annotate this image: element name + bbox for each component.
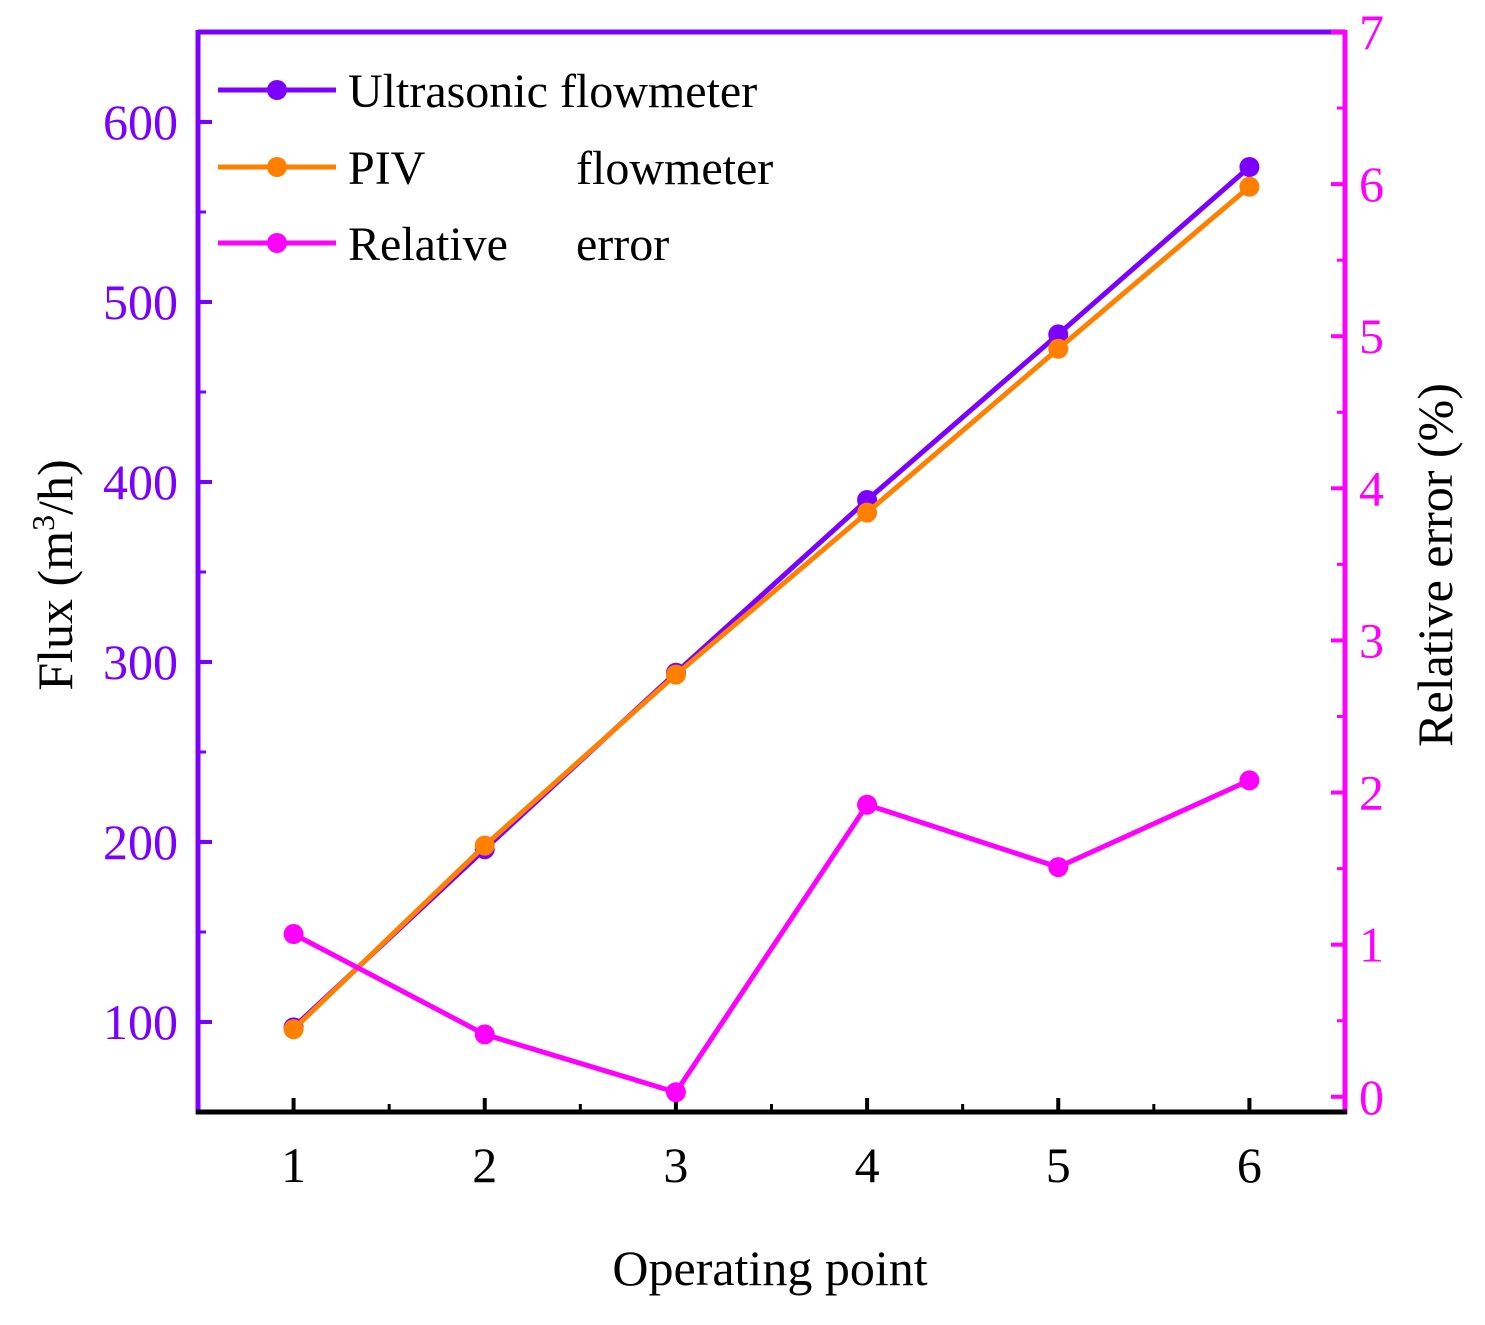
relative-error-point (1239, 770, 1260, 791)
piv-point (1239, 176, 1260, 197)
left-y-axis-title-superscript: 3 (25, 515, 61, 531)
left-axis-tick-label: 200 (103, 814, 178, 870)
left-y-axis-title-prefix: Flux (m (27, 531, 83, 691)
piv-point (665, 664, 686, 685)
legend-relative-error-marker (267, 233, 287, 253)
legend-piv-label: PIV (348, 142, 426, 195)
relative-error-point (857, 794, 878, 815)
relative-error-point (283, 924, 304, 945)
left-axis-tick-label: 600 (103, 94, 178, 150)
right-axis-tick-label: 1 (1359, 917, 1384, 973)
ultrasonic-point (1048, 324, 1069, 345)
legend-relative-error-label: Relative (348, 218, 508, 271)
right-axis-tick-label: 0 (1359, 1069, 1384, 1125)
legend-relative-error-label-second: error (576, 218, 669, 271)
piv-point (1048, 338, 1069, 359)
relative-error-line (292, 778, 1251, 1095)
legend-piv-label-second: flowmeter (576, 142, 773, 195)
x-axis-title: Operating point (612, 1240, 927, 1296)
legend: Ultrasonic flowmeter PIV flowmeter Relative… (218, 65, 773, 271)
right-axis-tick-label: 2 (1359, 765, 1384, 821)
legend-piv-marker (267, 157, 287, 177)
x-axis-tick-label: 6 (1237, 1137, 1262, 1193)
x-axis-tick-label: 3 (663, 1137, 688, 1193)
x-axis-tick-label: 2 (472, 1137, 497, 1193)
left-y-axis: 100 200 300 400 500 600 (103, 30, 212, 1114)
piv-point (474, 835, 495, 856)
right-y-axis: 0 1 2 3 4 5 6 7 (1331, 4, 1384, 1125)
left-axis-tick-label: 100 (103, 994, 178, 1050)
x-axis-tick-label: 5 (1046, 1137, 1071, 1193)
right-axis-tick-label: 5 (1359, 308, 1384, 364)
left-axis-tick-label: 300 (103, 634, 178, 690)
x-axis: 1 2 3 4 5 6 (196, 1098, 1347, 1193)
relative-error-point (665, 1082, 686, 1103)
right-axis-tick-label: 6 (1359, 156, 1384, 212)
left-y-axis-title-suffix: /h) (27, 459, 83, 515)
relative-error-point (1048, 857, 1069, 878)
piv-line (291, 184, 1252, 1032)
legend-ultrasonic-marker (267, 80, 287, 100)
left-y-axis-title: Flux (m3/h) (25, 459, 83, 690)
piv-point (857, 502, 878, 523)
left-axis-tick-label: 500 (103, 274, 178, 330)
series-layer (283, 157, 1260, 1103)
right-axis-tick-label: 4 (1359, 460, 1384, 516)
right-axis-tick-label: 3 (1359, 612, 1384, 668)
ultrasonic-point (1239, 157, 1260, 177)
relative-error-point (474, 1024, 495, 1045)
right-axis-tick-label: 7 (1359, 4, 1384, 60)
x-axis-tick-label: 1 (281, 1137, 306, 1193)
left-axis-tick-label: 400 (103, 454, 178, 510)
right-y-axis-title: Relative error (%) (1407, 383, 1463, 747)
legend-ultrasonic-label: Ultrasonic flowmeter (348, 65, 757, 118)
x-axis-tick-label: 4 (855, 1137, 880, 1193)
piv-point (283, 1019, 304, 1040)
ultrasonic-line (291, 165, 1252, 1030)
